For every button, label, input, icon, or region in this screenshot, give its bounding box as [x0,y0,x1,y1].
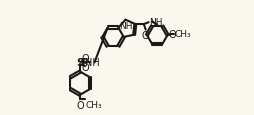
Text: O: O [142,31,149,41]
Text: NH: NH [149,18,163,27]
Text: CH₃: CH₃ [85,100,102,109]
Text: O: O [82,53,89,63]
Text: O: O [82,63,89,73]
Text: O: O [76,100,84,110]
Text: NH: NH [85,58,100,68]
Text: O: O [168,30,176,39]
Text: CH₃: CH₃ [175,30,192,39]
Text: NH: NH [119,22,132,31]
Text: S: S [76,58,84,68]
